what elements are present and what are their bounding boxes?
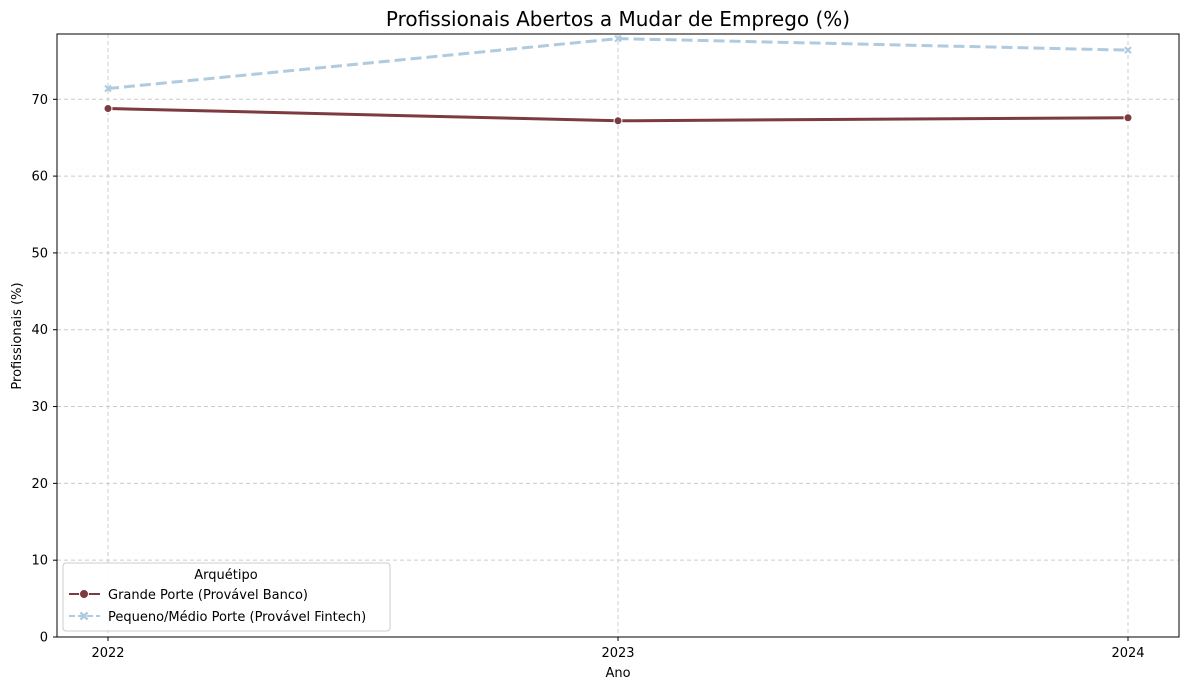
- axes: 0 10 20 30 40 50 60 70 2022 2023 2024: [31, 93, 1144, 661]
- y-axis-label: Profissionais (%): [10, 282, 25, 389]
- legend-label: Pequeno/Médio Porte (Provável Fintech): [108, 610, 366, 625]
- legend-title: Arquétipo: [194, 568, 257, 583]
- y-tick-label: 60: [31, 170, 48, 185]
- series-layer: [103, 34, 1133, 126]
- legend-label: Grande Porte (Provável Banco): [108, 588, 308, 603]
- legend-marker: [79, 611, 89, 621]
- x-tick-label: 2022: [91, 646, 124, 661]
- chart-title: Profissionais Abertos a Mudar de Emprego…: [386, 7, 850, 31]
- legend-items: Grande Porte (Provável Banco) Pequeno/Méd…: [69, 588, 366, 625]
- data-point-marker: [1123, 113, 1133, 123]
- data-point-marker: [103, 104, 113, 114]
- data-point-marker: [104, 84, 112, 93]
- marker-stroke: [104, 84, 112, 93]
- x-axis-label: Ano: [605, 666, 630, 681]
- marker-stroke: [614, 34, 622, 43]
- data-point-marker: [613, 116, 623, 126]
- legend-marker: [79, 589, 89, 599]
- y-tick-label: 70: [31, 93, 48, 108]
- marker-stroke: [1124, 46, 1132, 54]
- y-tick-label: 0: [40, 631, 48, 646]
- y-tick-label: 50: [31, 246, 48, 261]
- y-tick-label: 30: [31, 400, 48, 415]
- marker-stroke: [79, 611, 89, 621]
- x-tick-label: 2023: [601, 646, 634, 661]
- data-point-marker: [1124, 46, 1132, 54]
- data-point-marker: [614, 34, 622, 43]
- y-tick-label: 40: [31, 323, 48, 338]
- y-tick-label: 20: [31, 477, 48, 492]
- y-tick-label: 10: [31, 554, 48, 569]
- legend-box: [62, 562, 391, 632]
- legend: Arquétipo Grande Porte (Provável Banco) P…: [62, 562, 391, 632]
- x-tick-label: 2024: [1111, 646, 1144, 661]
